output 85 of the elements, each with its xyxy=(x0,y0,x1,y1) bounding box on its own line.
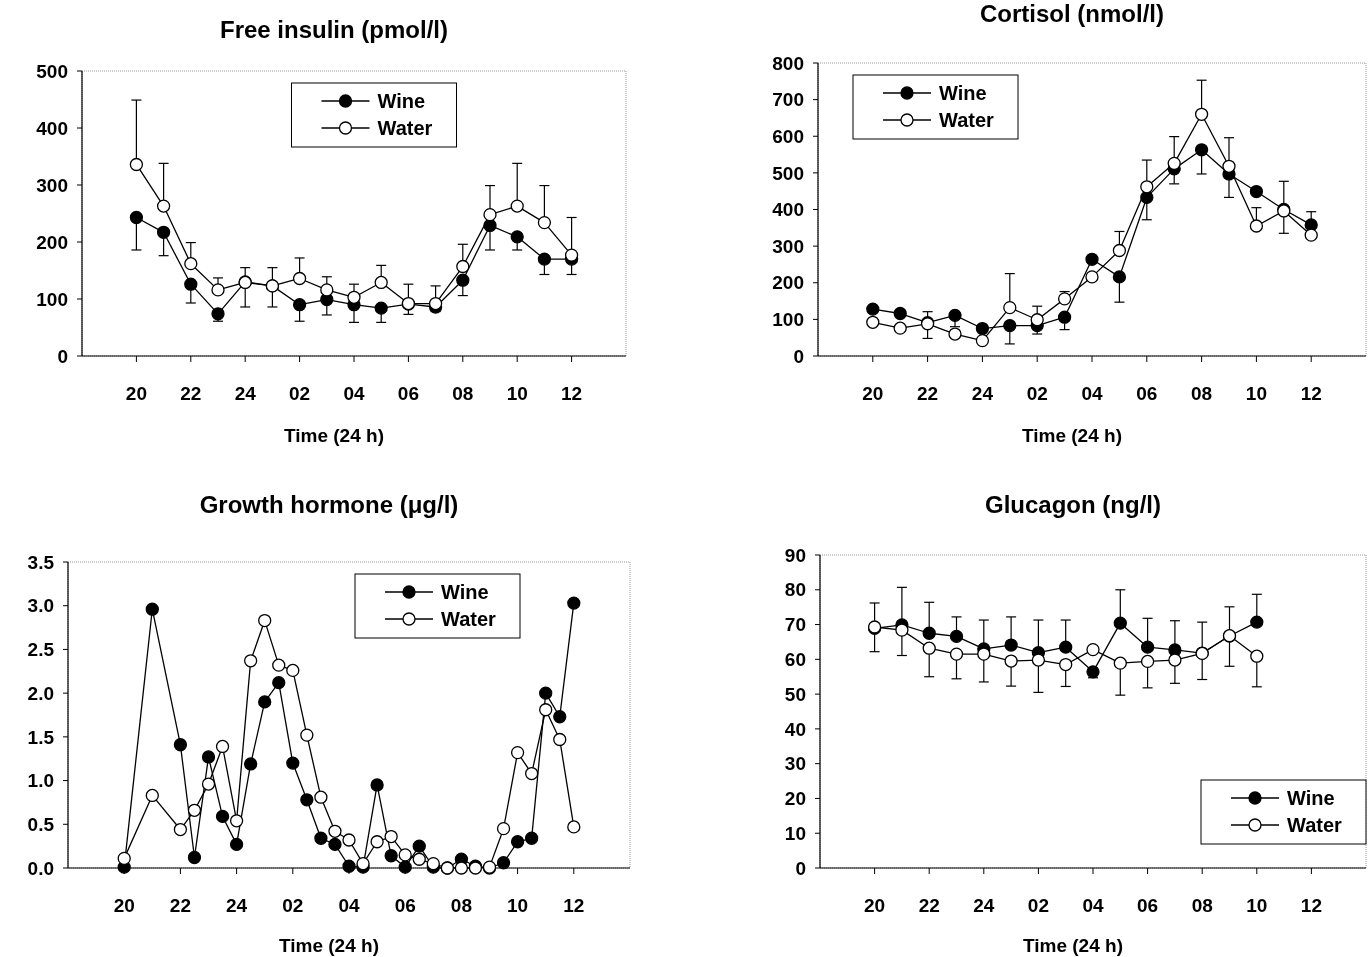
x-tick-label: 12 xyxy=(1300,895,1322,916)
x-tick-label: 20 xyxy=(113,895,135,916)
y-tick-label: 0.0 xyxy=(27,857,54,879)
y-tick-label: 200 xyxy=(772,272,804,294)
y-tick-label: 400 xyxy=(772,199,804,221)
legend-label: Wine xyxy=(441,581,489,603)
y-tick-label: 30 xyxy=(784,753,806,775)
y-tick-label: 50 xyxy=(784,683,806,705)
legend-label: Wine xyxy=(1287,787,1335,809)
legend-label: Water xyxy=(377,117,433,139)
x-tick-label: 22 xyxy=(917,383,939,404)
y-tick-label: 0.5 xyxy=(27,813,55,835)
y-tick-label: 700 xyxy=(772,89,804,111)
x-tick-label: 20 xyxy=(862,383,884,404)
y-tick-label: 500 xyxy=(772,162,804,184)
x-axis-title: Time (24 h) xyxy=(284,425,384,446)
x-tick-label: 12 xyxy=(563,895,585,916)
x-tick-label: 06 xyxy=(397,383,419,404)
y-tick-label: 100 xyxy=(36,288,68,310)
x-tick-label: 02 xyxy=(289,383,311,404)
x-tick-label: 22 xyxy=(169,895,191,916)
x-tick-label: 06 xyxy=(1137,895,1159,916)
x-tick-label: 10 xyxy=(507,895,529,916)
y-tick-label: 3.0 xyxy=(27,595,54,617)
legend-label: Water xyxy=(1287,814,1343,836)
x-tick-label: 04 xyxy=(343,383,365,404)
x-tick-label: 08 xyxy=(452,383,474,404)
y-tick-label: 40 xyxy=(784,718,806,740)
y-tick-label: 300 xyxy=(36,174,68,196)
x-tick-label: 10 xyxy=(506,383,528,404)
x-tick-label: 06 xyxy=(1136,383,1158,404)
y-tick-label: 500 xyxy=(36,60,68,82)
y-tick-label: 1.5 xyxy=(27,726,55,748)
x-tick-label: 08 xyxy=(450,895,472,916)
y-tick-label: 70 xyxy=(784,614,806,636)
chart-title: Cortisol (nmol/l) xyxy=(980,0,1164,27)
x-tick-label: 10 xyxy=(1245,383,1267,404)
y-tick-label: 3.5 xyxy=(27,551,55,573)
x-tick-label: 24 xyxy=(973,895,995,916)
y-tick-label: 0 xyxy=(57,345,68,367)
y-tick-label: 600 xyxy=(772,125,804,147)
y-tick-label: 300 xyxy=(772,235,804,257)
chart-title: Free insulin (pmol/l) xyxy=(219,16,449,43)
x-tick-label: 04 xyxy=(1082,895,1104,916)
x-tick-label: 22 xyxy=(180,383,202,404)
legend-label: Water xyxy=(441,608,497,630)
x-tick-label: 24 xyxy=(226,895,248,916)
y-tick-label: 60 xyxy=(784,648,806,670)
legend-label: Wine xyxy=(377,90,426,112)
y-tick-label: 0 xyxy=(793,345,804,367)
x-tick-label: 08 xyxy=(1191,383,1213,404)
y-tick-label: 0 xyxy=(795,857,806,879)
y-tick-label: 80 xyxy=(784,579,806,601)
x-tick-label: 12 xyxy=(1300,383,1322,404)
x-tick-label: 20 xyxy=(864,895,886,916)
x-tick-label: 24 xyxy=(971,383,994,404)
x-tick-label: 02 xyxy=(1026,383,1048,404)
y-tick-label: 800 xyxy=(772,52,804,74)
y-tick-label: 100 xyxy=(772,309,804,331)
chart-title: Glucagon (ng/l) xyxy=(985,491,1161,518)
x-tick-label: 04 xyxy=(1081,383,1103,404)
x-tick-label: 20 xyxy=(125,383,147,404)
x-tick-label: 04 xyxy=(338,895,360,916)
x-tick-label: 08 xyxy=(1191,895,1213,916)
x-axis-title: Time (24 h) xyxy=(1023,935,1123,956)
x-tick-label: 06 xyxy=(394,895,416,916)
x-tick-label: 02 xyxy=(1027,895,1049,916)
x-tick-label: 12 xyxy=(561,383,583,404)
y-tick-label: 20 xyxy=(784,788,806,810)
y-tick-label: 200 xyxy=(36,231,68,253)
x-tick-label: 02 xyxy=(282,895,304,916)
x-tick-label: 22 xyxy=(918,895,940,916)
legend-label: Wine xyxy=(939,82,987,104)
x-axis-title: Time (24 h) xyxy=(1022,425,1122,446)
x-tick-label: 10 xyxy=(1246,895,1268,916)
y-tick-label: 2.5 xyxy=(27,639,55,661)
y-tick-label: 2.0 xyxy=(27,682,54,704)
x-axis-title: Time (24 h) xyxy=(279,935,379,956)
x-tick-label: 24 xyxy=(234,383,257,404)
y-tick-label: 400 xyxy=(36,117,68,139)
y-tick-label: 1.0 xyxy=(27,770,54,792)
chart-title: Growth hormone (μg/l) xyxy=(199,491,459,518)
y-tick-label: 90 xyxy=(784,544,806,566)
legend-label: Water xyxy=(939,109,995,131)
y-tick-label: 10 xyxy=(784,822,806,844)
